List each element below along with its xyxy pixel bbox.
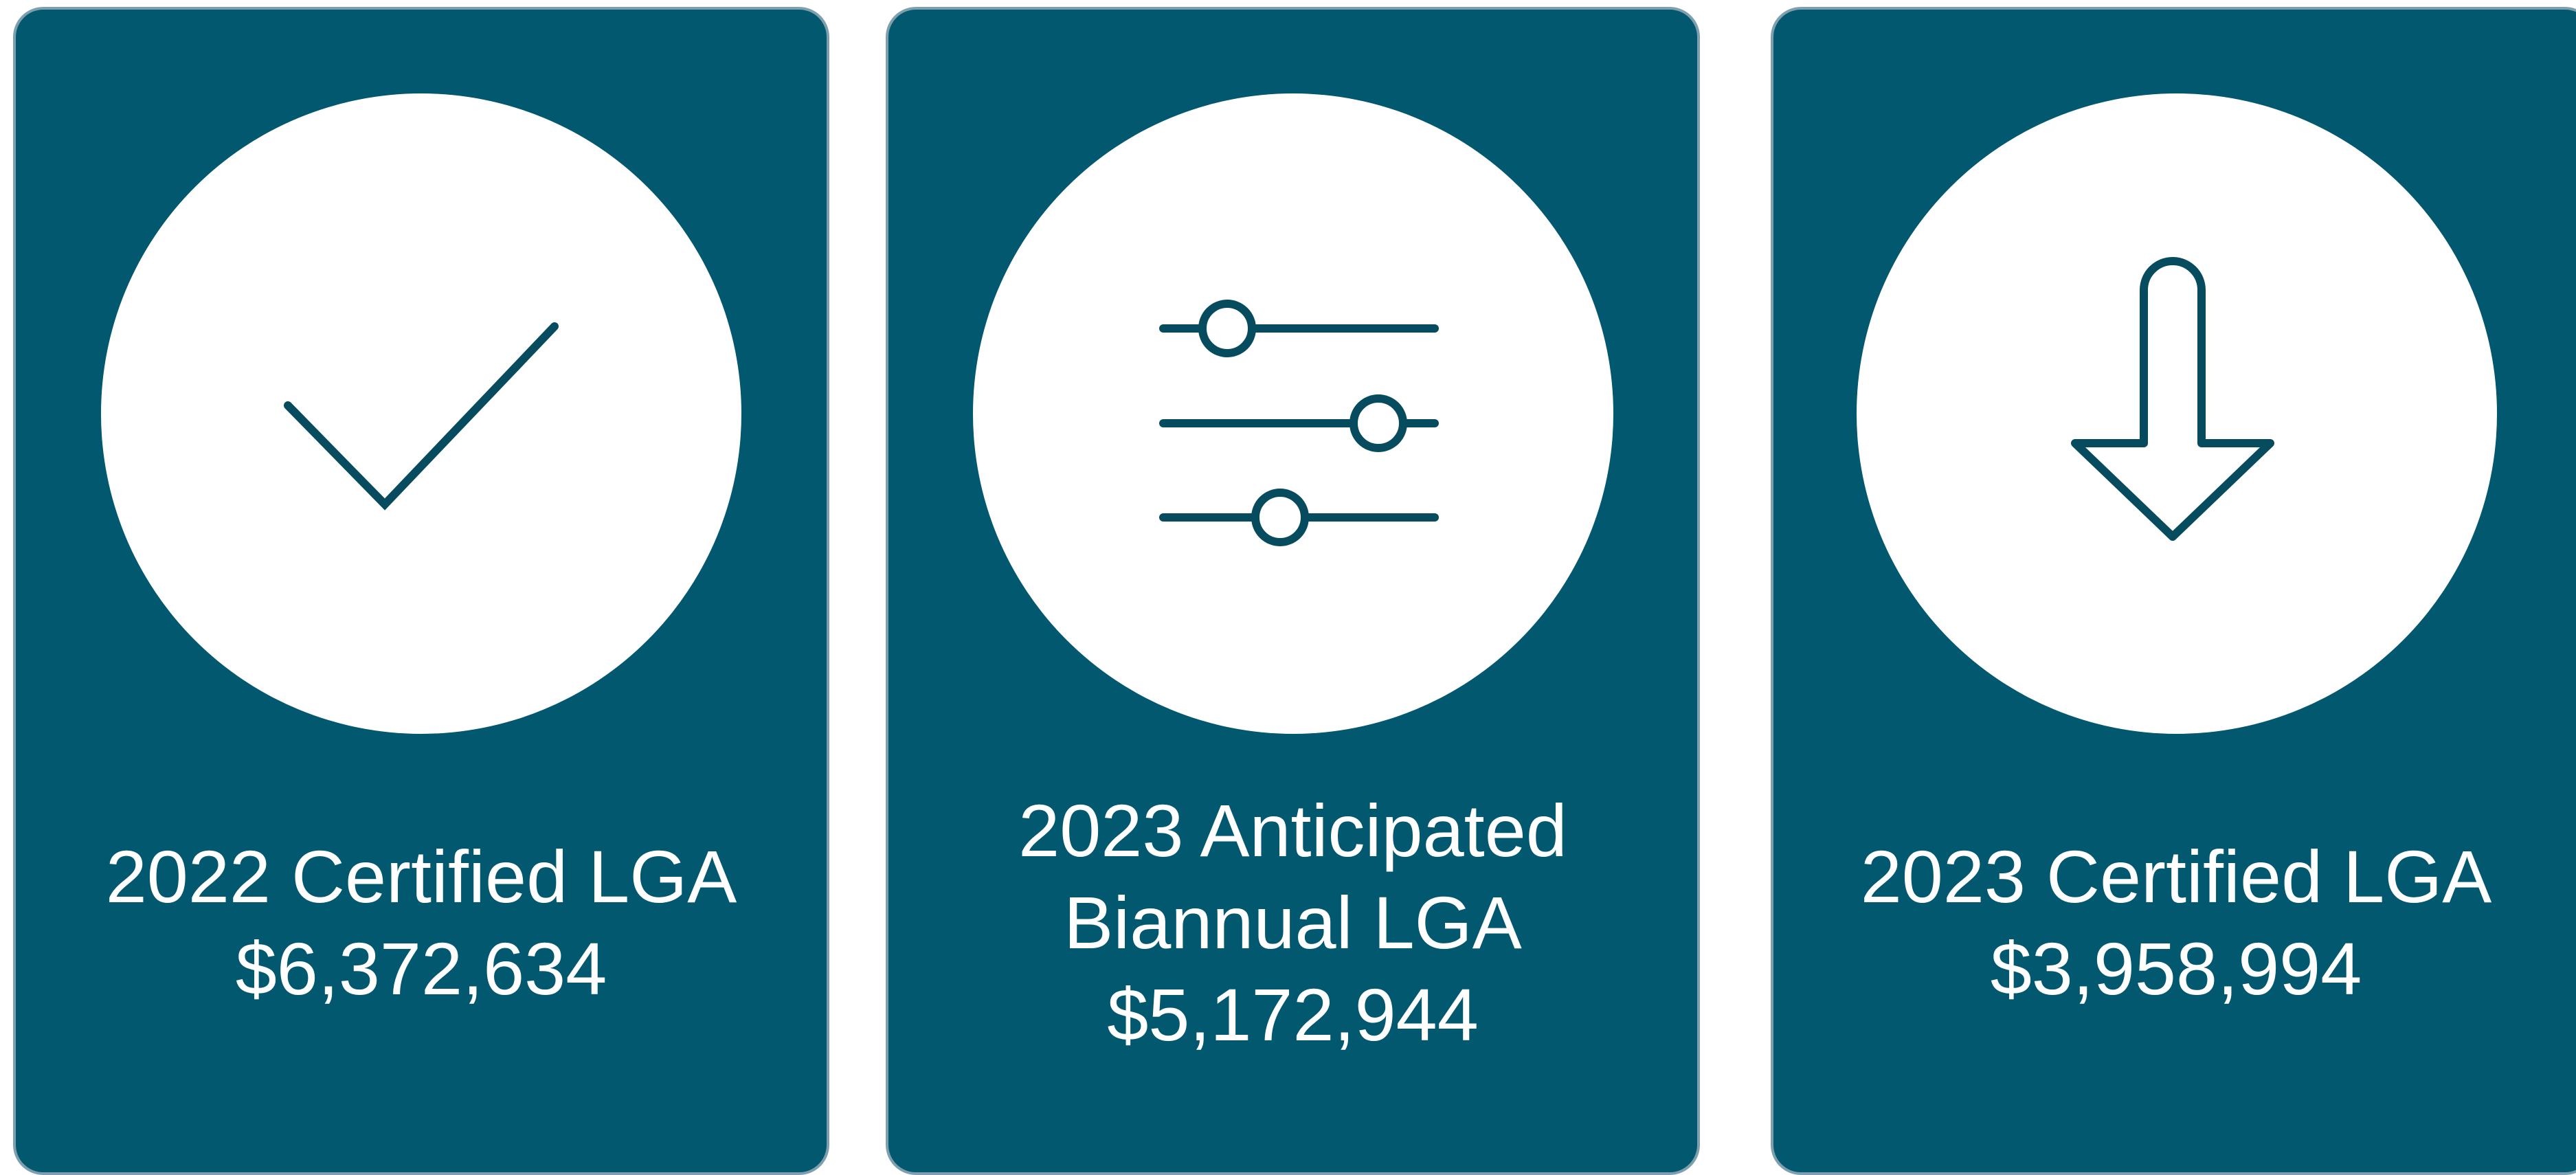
card: 2023 Anticipated Biannual LGA $5,172,944 <box>886 7 1700 1175</box>
card-value: $3,958,994 <box>1990 927 2362 1010</box>
card-text: 2023 Anticipated Biannual LGA $5,172,944 <box>950 785 1637 1061</box>
card-value: $5,172,944 <box>1107 973 1479 1056</box>
card-title: 2023 Certified LGA <box>1860 835 2492 918</box>
check-icon <box>101 93 741 734</box>
card-value: $6,372,634 <box>235 927 607 1010</box>
page: 2022 Certified LGA $6,372,634 2023 Antic… <box>13 7 2576 1175</box>
arrow-down-icon <box>1857 93 2497 734</box>
card-title: 2022 Certified LGA <box>105 835 737 918</box>
card: 2022 Certified LGA $6,372,634 <box>13 7 829 1175</box>
card-title: 2023 Anticipated Biannual LGA <box>1018 789 1567 964</box>
sliders-icon <box>972 93 1613 734</box>
card: 2023 Certified LGA $3,958,994 <box>1771 7 2576 1175</box>
card-text: 2022 Certified LGA $6,372,634 <box>78 831 765 1015</box>
card-text: 2023 Certified LGA $3,958,994 <box>1833 831 2520 1015</box>
